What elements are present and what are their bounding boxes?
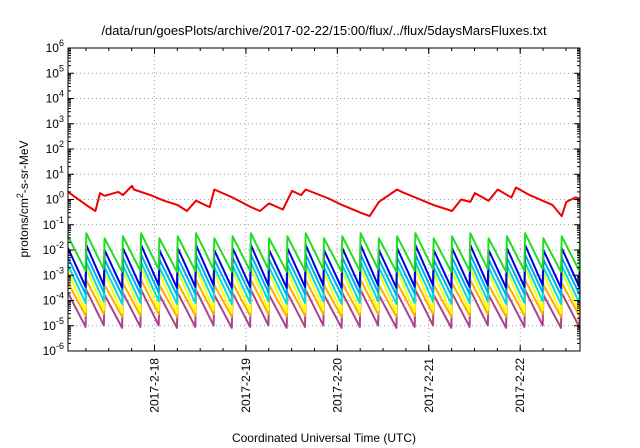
y-tick-label: 100	[46, 190, 64, 207]
y-tick-label: 102	[46, 139, 64, 156]
y-tick-label: 103	[46, 114, 64, 131]
series-line	[68, 232, 580, 273]
chart-title: /data/run/goesPlots/archive/2017-02-22/1…	[101, 23, 547, 38]
y-tick-label: 10-1	[43, 215, 64, 232]
axis-ticks	[68, 47, 580, 352]
y-tick-label: 10-2	[43, 240, 64, 257]
data-series	[68, 184, 580, 329]
y-tick-label: 101	[46, 164, 64, 181]
y-tick-label: 105	[46, 63, 64, 80]
x-tick-label: 2017-2-21	[422, 358, 436, 413]
x-tick-label: 2017-2-18	[147, 358, 161, 413]
x-tick-label: 2017-2-22	[513, 358, 527, 413]
y-tick-label: 104	[46, 89, 64, 106]
y-tick-label: 10-4	[43, 291, 64, 308]
x-tick-label: 2017-2-20	[330, 358, 344, 413]
x-tick-labels: 2017-2-18 2017-2-19 2017-2-20 2017-2-21 2017…	[147, 358, 527, 413]
y-tick-label: 106	[46, 38, 64, 55]
y-tick-label: 10-6	[43, 341, 64, 358]
y-tick-labels: 10-6 10-5 10-4 10-3 10-2 10-1 100 101 102 103 104 1…	[43, 38, 64, 358]
y-tick-label: 10-3	[43, 265, 64, 282]
series-line	[68, 184, 580, 218]
x-axis-label: Coordinated Universal Time (UTC)	[232, 431, 416, 445]
x-tick-label: 2017-2-19	[239, 358, 253, 413]
y-axis-label: protons/cm2-s-sr-MeV	[15, 140, 31, 257]
y-tick-label: 10-5	[43, 316, 64, 333]
